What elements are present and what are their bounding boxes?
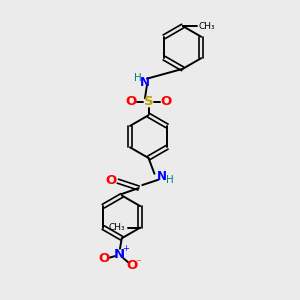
Text: N: N	[157, 170, 167, 183]
Text: O: O	[106, 173, 117, 187]
Text: O: O	[126, 95, 137, 108]
Text: CH₃: CH₃	[109, 223, 125, 232]
Text: +: +	[122, 244, 129, 253]
Text: N: N	[140, 76, 150, 89]
Text: ⁻: ⁻	[136, 258, 141, 268]
Text: N: N	[114, 248, 125, 261]
Text: O: O	[126, 260, 137, 272]
Text: O: O	[98, 252, 110, 265]
Text: O: O	[160, 95, 171, 108]
Text: CH₃: CH₃	[198, 22, 215, 31]
Text: H: H	[166, 175, 174, 185]
Text: H: H	[134, 74, 142, 83]
Text: S: S	[144, 95, 153, 108]
